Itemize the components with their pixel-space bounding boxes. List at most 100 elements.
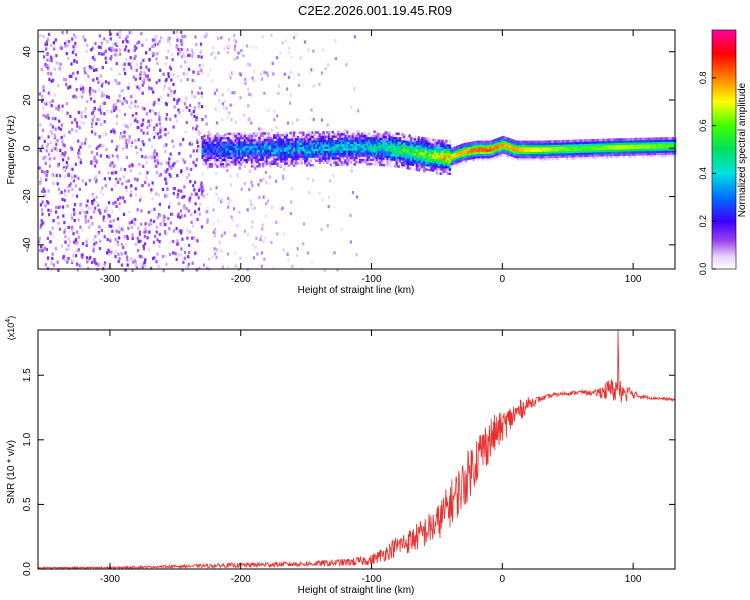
heatmap-cell <box>158 136 161 140</box>
heatmap-cell <box>44 42 47 47</box>
heatmap-ridge-cell <box>245 141 248 144</box>
heatmap-ridge-cell <box>670 143 673 147</box>
heatmap-ridge-cell <box>481 155 485 159</box>
heatmap-cell <box>167 49 170 53</box>
heatmap-ridge-cell <box>267 162 270 166</box>
heatmap-ridge-cell <box>648 144 651 147</box>
heatmap-ridge-cell <box>402 148 406 152</box>
heatmap-ridge-cell <box>454 157 457 160</box>
heatmap-ridge-cell <box>395 165 398 168</box>
heatmap-ridge-cell <box>267 132 270 135</box>
heatmap-cell <box>66 164 69 168</box>
heatmap-ridge-cell <box>626 151 629 154</box>
heatmap-ridge-cell <box>229 160 232 164</box>
heatmap-ridge-cell <box>611 153 615 157</box>
heatmap-cell <box>99 108 102 112</box>
heatmap-ridge-cell <box>606 138 609 142</box>
heatmap-ridge-cell <box>230 147 234 151</box>
heatmap-cell <box>180 169 183 173</box>
heatmap-cell <box>88 178 91 183</box>
heatmap-cell <box>100 41 103 45</box>
heatmap-ridge-cell <box>280 147 283 150</box>
x-tick-label: 100 <box>625 574 642 585</box>
heatmap-ridge-cell <box>441 155 444 158</box>
heatmap-ridge-cell <box>642 146 646 149</box>
heatmap-ridge-cell <box>551 144 554 148</box>
heatmap-ridge-cell <box>305 142 309 145</box>
heatmap-ridge-cell <box>492 150 496 153</box>
heatmap-ridge-cell <box>454 150 457 154</box>
heatmap-ridge-cell <box>412 152 415 156</box>
heatmap-ridge-cell <box>478 147 481 150</box>
heatmap-ridge-cell <box>576 148 580 151</box>
heatmap-cell <box>327 63 330 67</box>
heatmap-cell <box>134 217 137 222</box>
heatmap-ridge-cell <box>249 145 252 149</box>
heatmap-cell <box>229 199 232 203</box>
heatmap-ridge-cell <box>223 147 226 151</box>
heatmap-ridge-cell <box>412 150 415 154</box>
heatmap-ridge-cell <box>234 139 237 142</box>
heatmap-ridge-cell <box>652 144 655 147</box>
heatmap-ridge-cell <box>229 150 232 153</box>
heatmap-ridge-cell <box>260 132 263 135</box>
heatmap-ridge-cell <box>597 147 600 151</box>
heatmap-ridge-cell <box>609 153 613 157</box>
heatmap-cell <box>48 58 51 62</box>
heatmap-ridge-cell <box>419 158 422 161</box>
heatmap-ridge-cell <box>600 149 604 153</box>
heatmap-ridge-cell <box>543 153 547 157</box>
heatmap-cell <box>39 181 42 186</box>
heatmap-ridge-cell <box>465 160 468 163</box>
heatmap-ridge-cell <box>578 139 582 142</box>
heatmap-ridge-cell <box>584 139 587 142</box>
heatmap-cell <box>107 155 110 159</box>
heatmap-cell <box>168 157 171 161</box>
heatmap-cell <box>201 105 204 109</box>
heatmap-cell <box>95 262 98 266</box>
heatmap-ridge-cell <box>487 157 490 161</box>
heatmap-ridge-cell <box>240 154 243 157</box>
heatmap-cell <box>326 123 329 127</box>
heatmap-ridge-cell <box>630 146 633 150</box>
heatmap-cell <box>205 266 208 270</box>
heatmap-ridge-cell <box>366 134 369 138</box>
heatmap-cell <box>188 173 191 177</box>
heatmap-ridge-cell <box>564 155 567 158</box>
x-tick-label: 100 <box>625 274 642 285</box>
heatmap-cell <box>178 98 181 102</box>
heatmap-ridge-cell <box>390 147 393 150</box>
heatmap-cell <box>123 268 126 272</box>
heatmap-ridge-cell <box>271 149 274 152</box>
heatmap-ridge-cell <box>280 144 283 148</box>
heatmap-cell <box>209 187 212 191</box>
heatmap-ridge-cell <box>512 148 516 151</box>
heatmap-ridge-cell <box>382 153 386 156</box>
heatmap-cell <box>62 143 65 147</box>
heatmap-ridge-cell <box>600 156 604 159</box>
heatmap-ridge-cell <box>252 156 256 159</box>
heatmap-ridge-cell <box>402 150 406 154</box>
heatmap-ridge-cell <box>261 138 265 142</box>
heatmap-cell <box>277 91 280 95</box>
heatmap-cell <box>350 166 353 170</box>
heatmap-ridge-cell <box>441 168 444 171</box>
heatmap-cell <box>39 203 43 207</box>
heatmap-cell <box>264 236 267 240</box>
heatmap-ridge-cell <box>294 149 298 152</box>
heatmap-ridge-cell <box>346 152 349 155</box>
heatmap-ridge-cell <box>672 145 675 149</box>
heatmap-ridge-cell <box>401 161 404 165</box>
heatmap-ridge-cell <box>494 153 497 157</box>
heatmap-cell <box>76 230 79 234</box>
heatmap-cell <box>105 209 108 214</box>
heatmap-ridge-cell <box>227 136 230 140</box>
heatmap-ridge-cell <box>210 139 214 142</box>
heatmap-ridge-cell <box>582 148 585 151</box>
heatmap-cell <box>112 201 115 205</box>
heatmap-cell <box>250 225 253 229</box>
heatmap-cell <box>155 260 158 264</box>
heatmap-ridge-cell <box>441 152 444 156</box>
heatmap-ridge-cell <box>434 167 437 170</box>
heatmap-ridge-cell <box>293 144 296 148</box>
